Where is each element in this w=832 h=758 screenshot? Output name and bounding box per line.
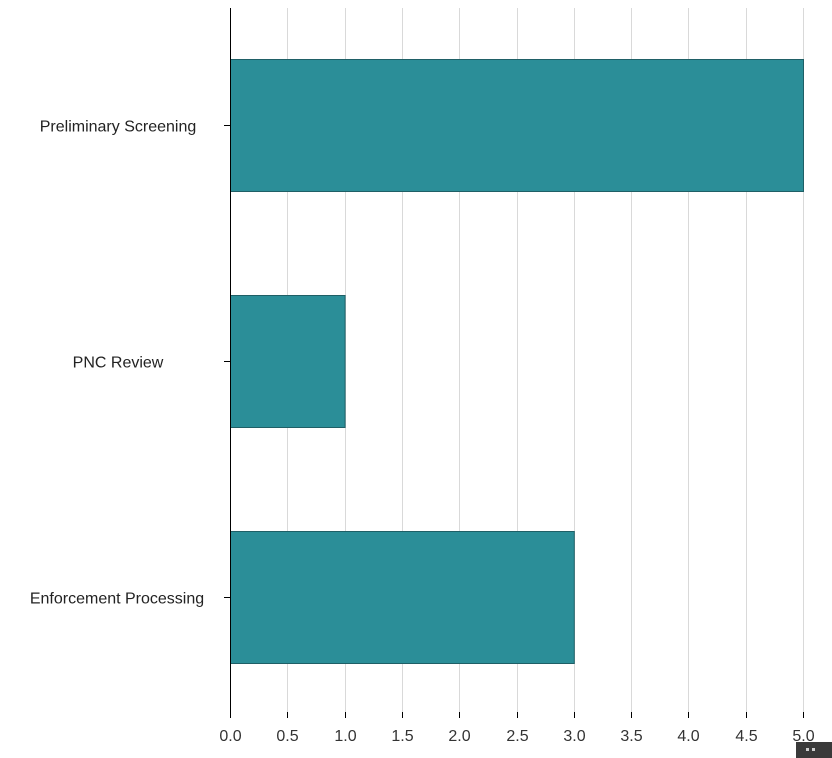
- x-tick-label: 3.5: [620, 728, 642, 745]
- labels: 0.0 0.5 1.0 1.5 2.0 2.5 3.0 3.5 4.0 4.5 5.0 Prelimi…: [30, 119, 815, 746]
- grip-dot: [806, 748, 809, 751]
- y-category-label: PNC Review: [73, 355, 164, 372]
- resize-handle-icon[interactable]: [796, 742, 832, 758]
- x-tick-label: 0.0: [219, 728, 241, 745]
- bar-preliminary-screening: [230, 59, 804, 192]
- x-tick-label: 2.5: [506, 728, 528, 745]
- x-tick-label: 1.5: [391, 728, 413, 745]
- axes: [224, 8, 804, 718]
- x-tick-label: 2.0: [448, 728, 470, 745]
- bars: [230, 59, 804, 664]
- bar-pnc-review: [230, 295, 346, 428]
- x-tick-label: 0.5: [276, 728, 298, 745]
- y-category-label: Enforcement Processing: [30, 591, 204, 608]
- x-tick-label: 4.0: [677, 728, 699, 745]
- x-tick-label: 1.0: [334, 728, 356, 745]
- x-tick-label: 3.0: [563, 728, 585, 745]
- x-tick-label: 5.0: [792, 728, 814, 745]
- bar-enforcement-processing: [230, 531, 575, 664]
- x-tick-label: 4.5: [735, 728, 757, 745]
- grip-dot: [812, 748, 815, 751]
- y-category-label: Preliminary Screening: [40, 119, 197, 136]
